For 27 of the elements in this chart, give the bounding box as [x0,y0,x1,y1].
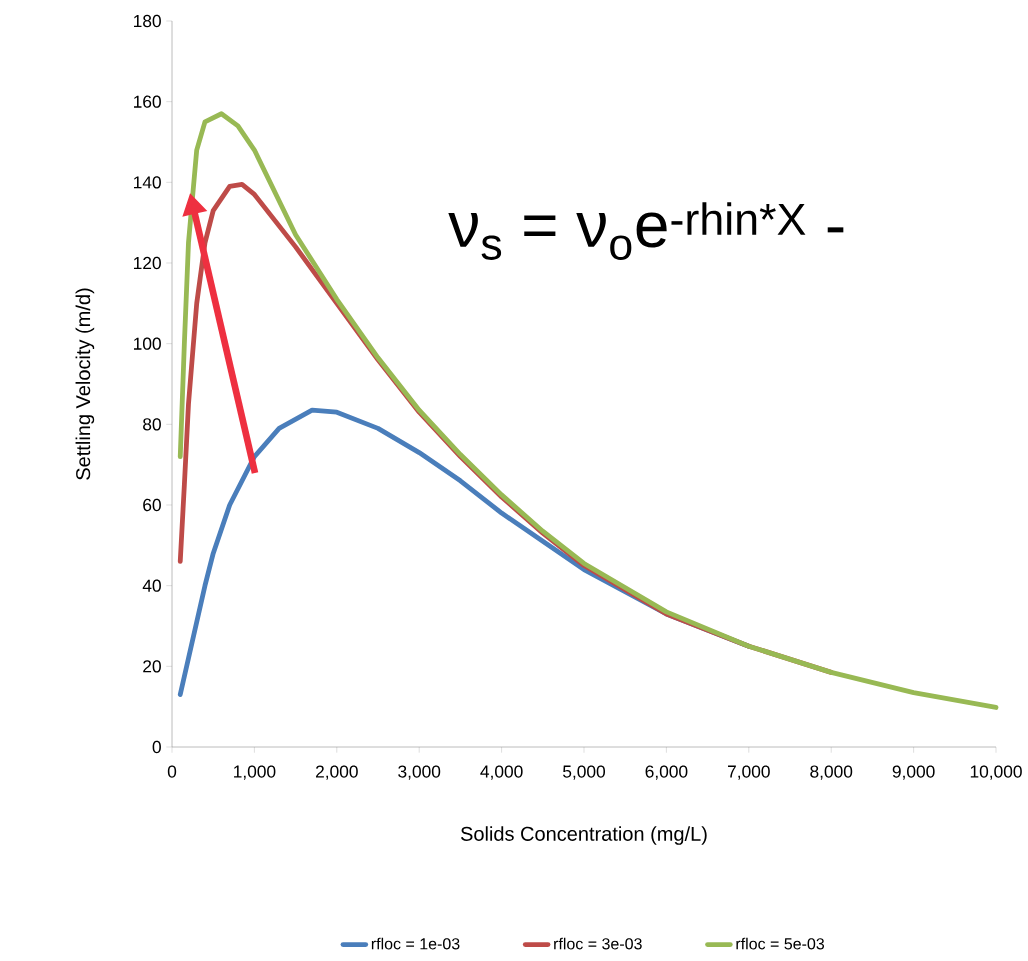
x-tick-label: 0 [167,765,177,778]
x-tick-label: 9,000 [892,765,935,780]
y-tick-label: 20 [143,660,161,673]
x-tick-label: 1,000 [234,765,276,780]
legend-label: rfloc = 5e-03 [736,937,825,950]
y-tick-label: 80 [143,418,161,431]
legend-label: rfloc = 3e-03 [554,937,642,950]
y-tick-label: 160 [134,95,161,108]
y-tick-label: 40 [142,579,161,592]
annotation: ν$_{s}$ = ν$_{o}$e$^{-rhin*X}$ - [448,202,844,260]
x-tick-label: 10,000 [970,765,1022,780]
x-tick-label: 5,000 [563,765,606,780]
x-tick-label: 3,000 [398,765,441,780]
x-tick-label: 4,000 [480,765,523,780]
x-axis-title: Solids Concentration (mg/L) [460,826,707,845]
y-tick-label: 180 [134,14,161,28]
x-tick-label: 7,000 [728,765,770,780]
x-tick-label: 2,000 [315,765,358,780]
x-tick-label: 8,000 [810,765,853,780]
y-tick-label: 140 [134,176,161,189]
y-tick-label: 120 [134,256,161,270]
legend-label: rfloc = 1e-03 [371,937,460,950]
y-tick-label: 100 [134,337,161,350]
y-axis-title: Settling Velocity (m/d) [75,288,95,480]
y-tick-label: 60 [143,498,161,512]
y-tick-label: 0 [152,740,161,754]
x-tick-label: 6,000 [645,765,688,780]
